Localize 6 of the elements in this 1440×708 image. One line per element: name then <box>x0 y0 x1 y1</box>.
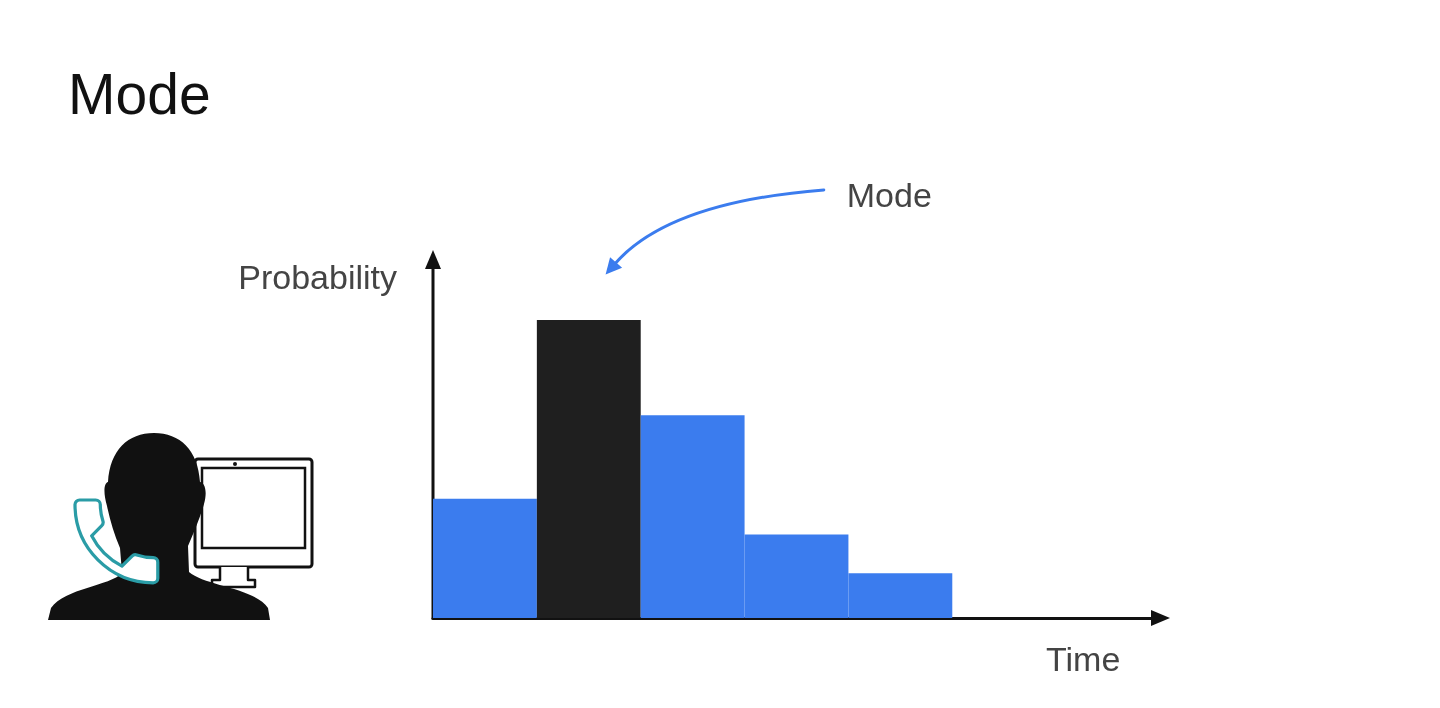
bar <box>433 498 537 618</box>
bar <box>536 319 641 618</box>
x-axis-title: Time <box>1046 640 1121 678</box>
chart-title: Mode <box>68 61 211 126</box>
text: Mode <box>846 175 932 214</box>
y-axis-title: Probability <box>238 258 397 296</box>
